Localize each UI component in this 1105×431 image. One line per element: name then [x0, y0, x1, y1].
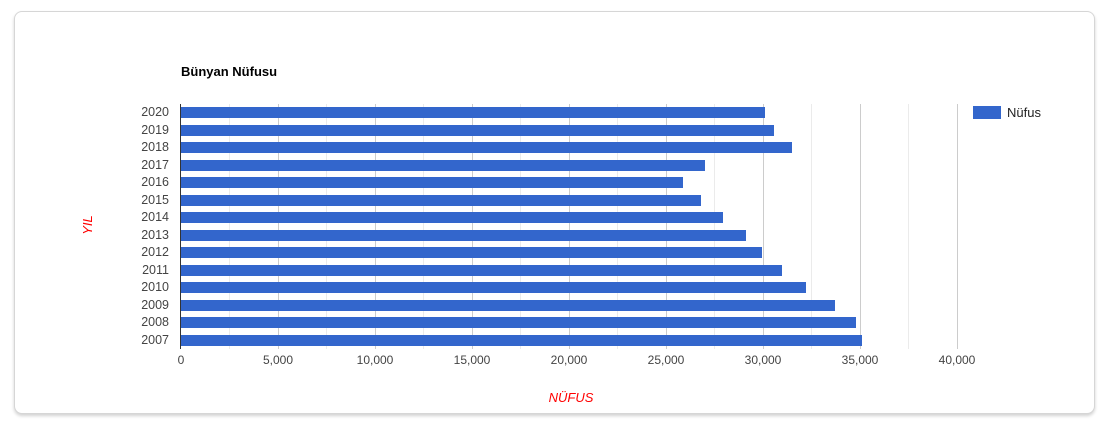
bar-2017[interactable]: [181, 159, 705, 171]
y-axis-title: YIL: [79, 215, 95, 235]
bar-2013[interactable]: [181, 229, 746, 241]
y-tick-label-2009: 2009: [141, 297, 169, 312]
bar-2015[interactable]: [181, 194, 701, 206]
y-tick-label-2020: 2020: [141, 105, 169, 119]
bar-2012[interactable]: [181, 247, 762, 259]
gridline-20000: [569, 104, 570, 349]
gridline-17500: [520, 104, 521, 349]
gridline-2500: [229, 104, 230, 349]
bar-2011[interactable]: [181, 264, 782, 276]
x-tick-label-5000: 5,000: [262, 353, 294, 367]
gridline-37500: [908, 104, 909, 349]
y-tick-label-2008: 2008: [141, 315, 169, 329]
bar-2010[interactable]: [181, 282, 806, 294]
y-tick-label-2019: 2019: [141, 122, 169, 137]
gridline-35000: [860, 104, 861, 349]
x-tick-label-20000: 20,000: [550, 353, 588, 367]
gridline-22500: [617, 104, 618, 349]
y-tick-label-2007: 2007: [141, 332, 169, 347]
y-tick-label-2011: 2011: [142, 262, 169, 277]
plot-area: [181, 104, 960, 349]
gridline-5000: [278, 104, 279, 349]
y-tick-label-2010: 2010: [141, 280, 169, 294]
x-tick-label-10000: 10,000: [356, 353, 394, 367]
y-tick-label-2018: 2018: [141, 140, 169, 154]
gridline-7500: [326, 104, 327, 349]
gridline-27500: [714, 104, 715, 349]
x-tick-label-0: 0: [177, 353, 185, 367]
legend-swatch-icon: [973, 106, 1001, 119]
x-tick-label-30000: 30,000: [744, 353, 782, 367]
y-tick-label-2014: 2014: [141, 210, 169, 224]
gridline-15000: [472, 104, 473, 349]
bar-2020[interactable]: [181, 107, 765, 119]
legend-label: Nüfus: [1007, 105, 1041, 120]
x-tick-label-25000: 25,000: [647, 353, 685, 367]
bar-2018[interactable]: [181, 142, 792, 154]
y-tick-label-2017: 2017: [141, 157, 169, 172]
chart-title: Bünyan Nüfusu: [181, 64, 278, 79]
y-tick-label-2015: 2015: [141, 192, 169, 207]
legend: Nüfus: [973, 105, 1041, 120]
bar-2016[interactable]: [181, 177, 683, 189]
bar-2014[interactable]: [181, 212, 723, 224]
bar-2008[interactable]: [181, 317, 856, 329]
x-tick-label-40000: 40,000: [938, 353, 976, 367]
x-tick-label-35000: 35,000: [841, 353, 879, 367]
gridline-40000: [957, 104, 958, 349]
gridline-32500: [811, 104, 812, 349]
gridline-30000: [763, 104, 764, 349]
x-tick-label-15000: 15,000: [453, 353, 491, 367]
gridline-25000: [666, 104, 667, 349]
bar-2019[interactable]: [181, 124, 774, 136]
x-axis-baseline: [180, 104, 181, 349]
x-axis-title: NÜFUS: [548, 390, 594, 405]
bar-2009[interactable]: [181, 299, 835, 311]
chart-card: Bünyan Nüfusu 2020 2019 2018 2017 2016 2015 20…: [14, 11, 1095, 414]
gridline-10000: [375, 104, 376, 349]
bar-2007[interactable]: [181, 334, 862, 346]
y-tick-label-2013: 2013: [141, 227, 169, 242]
y-tick-label-2012: 2012: [141, 245, 169, 259]
y-tick-label-2016: 2016: [141, 175, 169, 189]
gridline-12500: [423, 104, 424, 349]
